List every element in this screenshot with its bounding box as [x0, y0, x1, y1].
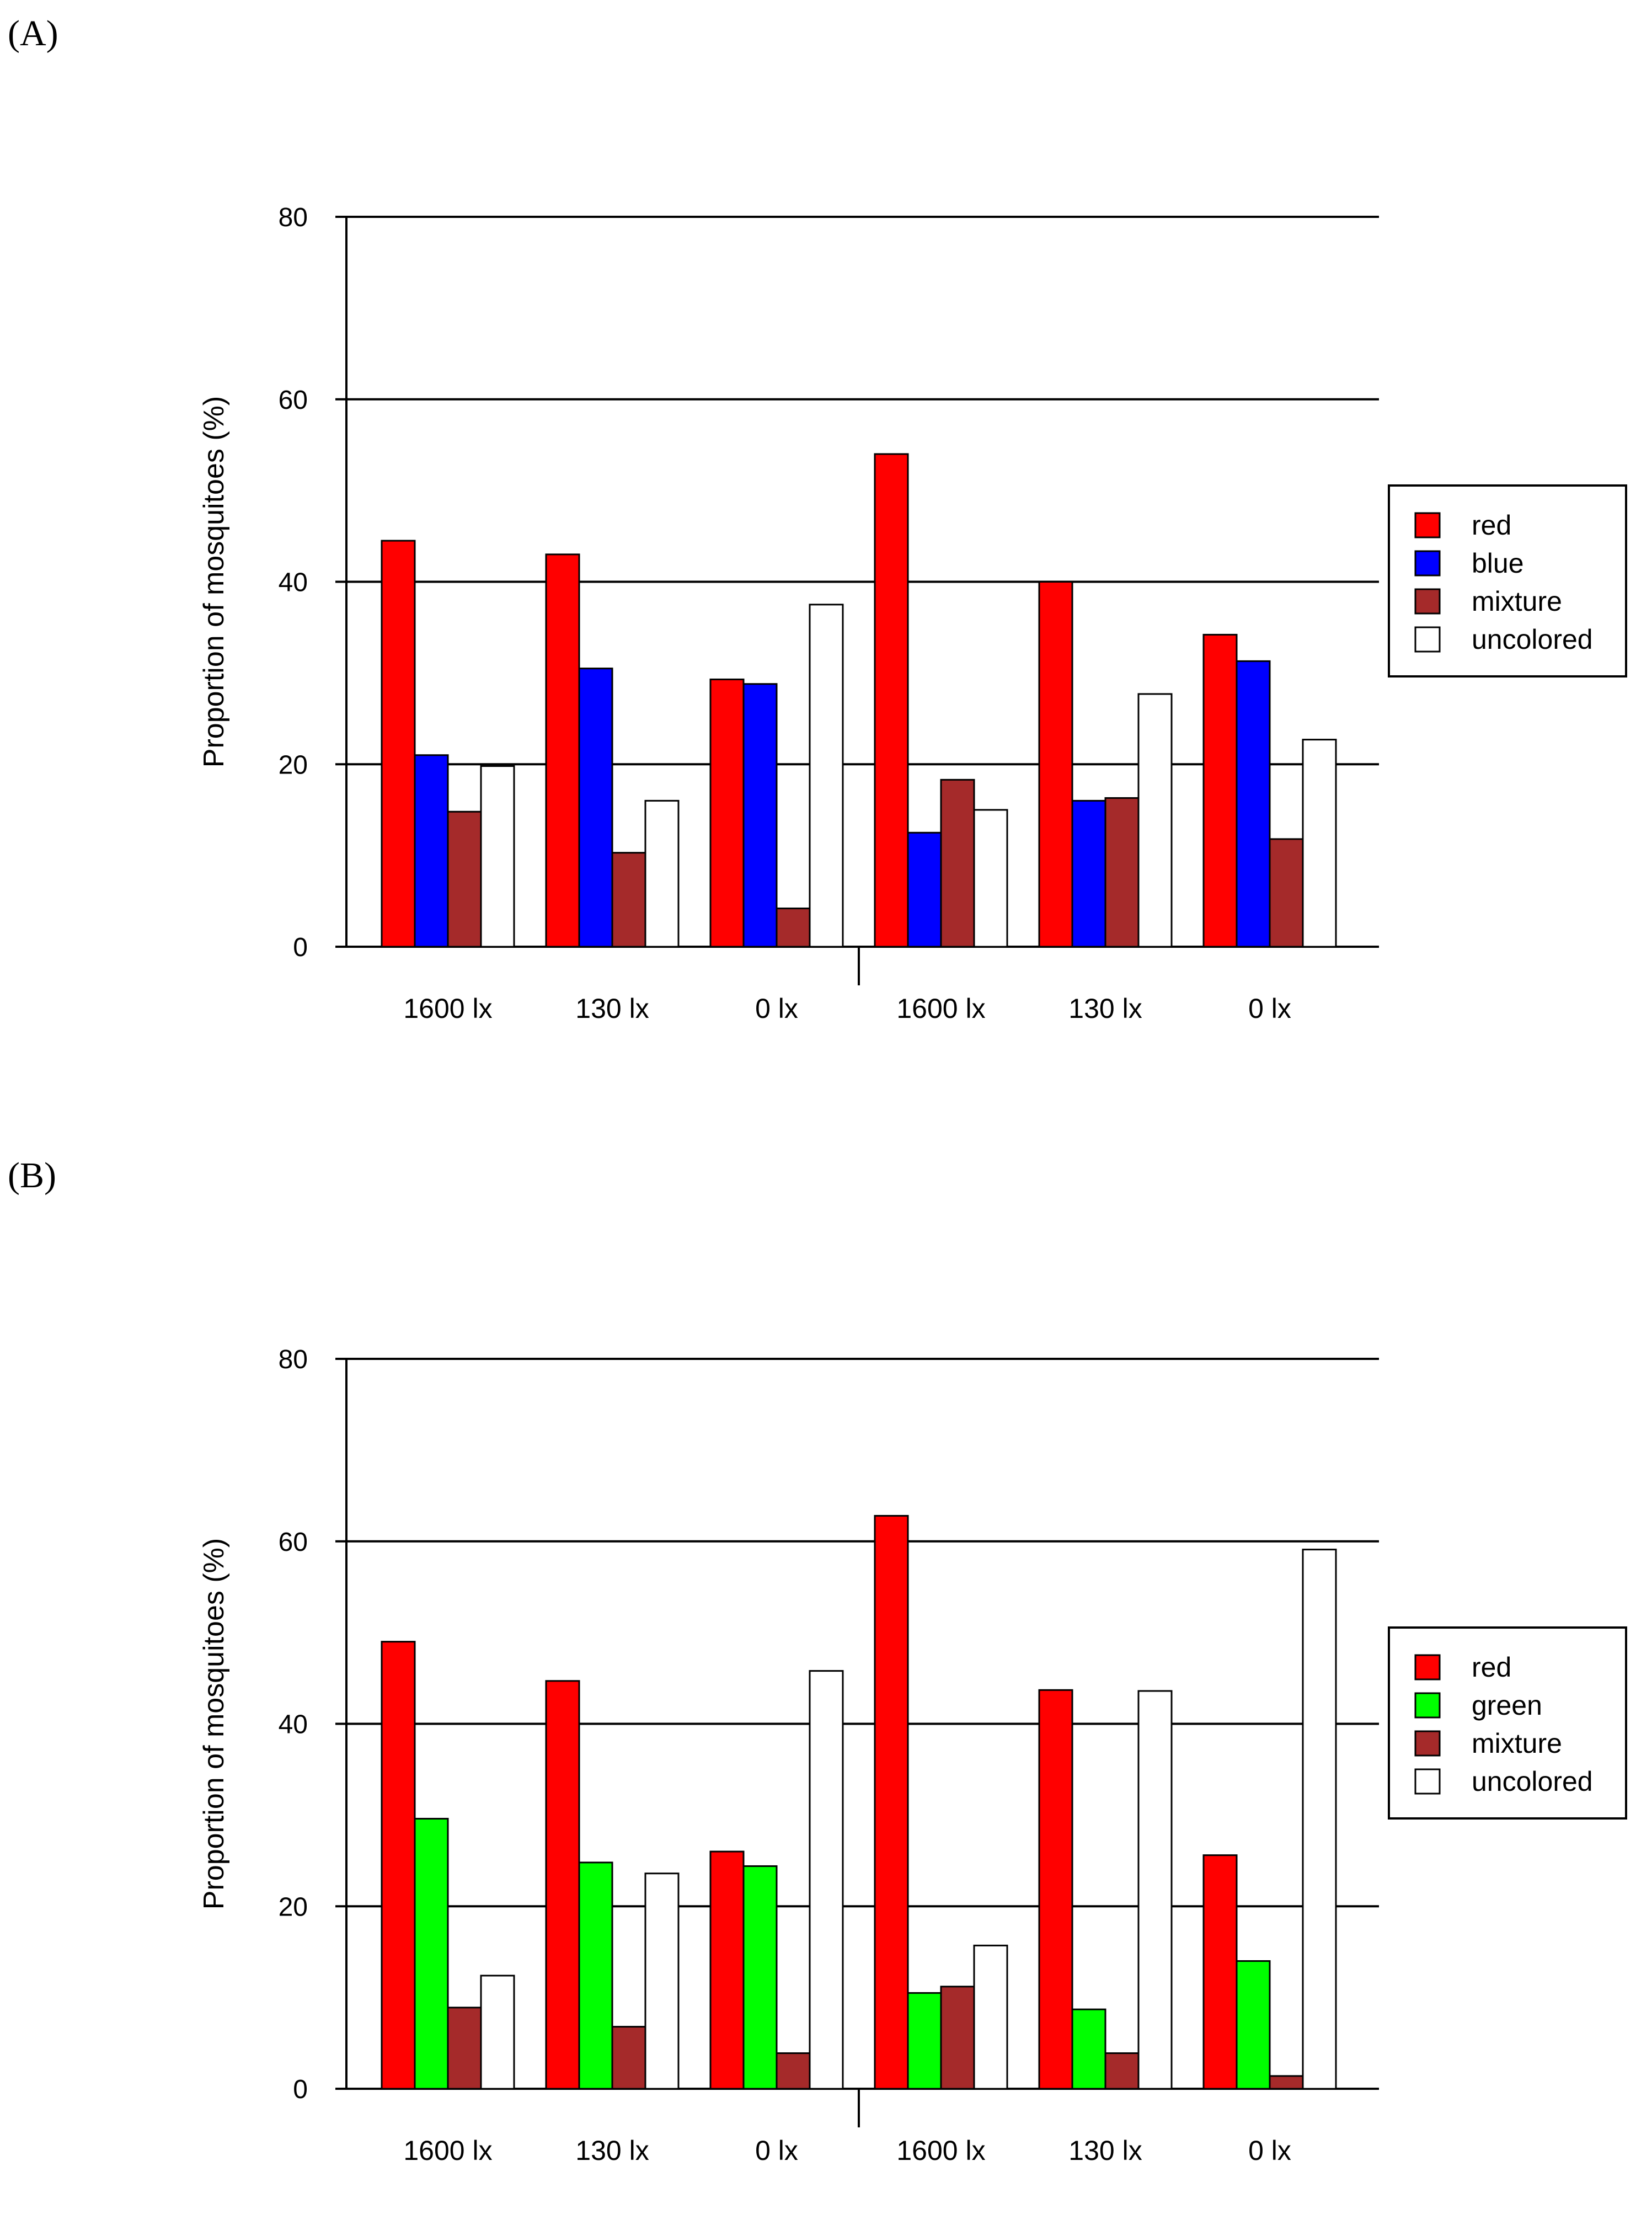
- bar-red: [709, 678, 745, 948]
- legend-swatch-mixture: [1414, 1730, 1441, 1757]
- bar-uncolored: [973, 1944, 1008, 2090]
- bar-red: [381, 540, 416, 948]
- x-category-label: 0 lx: [755, 2135, 798, 2166]
- legend-label-red: red: [1472, 510, 1511, 541]
- x-category-label: 1600 lx: [896, 2135, 985, 2166]
- bar-red: [874, 1514, 909, 2090]
- legend-swatch-green: [1414, 1692, 1441, 1719]
- x-category-label: 0 lx: [755, 993, 798, 1024]
- legend-swatch-blue: [1414, 550, 1441, 577]
- bar-green: [1071, 2008, 1106, 2090]
- legend-swatch-uncolored: [1414, 1768, 1441, 1795]
- x-category-label: 0 lx: [1248, 993, 1291, 1024]
- y-tick-label: 20: [279, 1892, 308, 1922]
- bar-green: [742, 1865, 778, 2090]
- legend-label-uncolored: uncolored: [1472, 624, 1593, 655]
- bar-uncolored: [973, 809, 1008, 948]
- bar-mixture: [447, 810, 482, 948]
- bar-mixture: [611, 852, 646, 948]
- bar-red: [381, 1641, 416, 2090]
- y-tick-label: 20: [279, 750, 308, 780]
- y-tick-label: 60: [279, 1528, 308, 1557]
- x-category-label: 1600 lx: [403, 993, 492, 1024]
- bar-green: [907, 1992, 942, 2090]
- bar-mixture: [1269, 2075, 1304, 2090]
- y-tick-label: 80: [279, 1345, 308, 1374]
- bar-uncolored: [1302, 1549, 1337, 2090]
- bar-uncolored: [644, 1872, 680, 2090]
- panel-label-a: (A): [8, 13, 58, 54]
- bar-chart-a: 0 20 40 60 80 Proportion of mosquitoes (%) 160…: [198, 203, 1627, 1024]
- legend-swatch-red: [1414, 1654, 1441, 1680]
- bar-uncolored: [1137, 693, 1173, 948]
- bar-mixture: [776, 908, 811, 948]
- legend-label-uncolored: uncolored: [1472, 1766, 1593, 1797]
- bar-uncolored: [1137, 1690, 1173, 2090]
- bar-red: [545, 553, 580, 948]
- bar-mixture: [940, 1986, 975, 2090]
- bar-uncolored: [480, 765, 515, 948]
- bar-blue: [742, 683, 778, 948]
- bar-mixture: [1104, 2052, 1140, 2090]
- y-tick-label: 40: [279, 568, 308, 597]
- bar-mixture: [611, 2026, 646, 2090]
- bar-green: [1236, 1960, 1271, 2090]
- bar-red: [874, 453, 909, 948]
- bar-blue: [1071, 799, 1106, 948]
- bar-blue: [907, 831, 942, 948]
- bar-blue: [414, 754, 449, 948]
- y-tick-label: 80: [279, 203, 308, 232]
- bar-red: [1038, 1689, 1073, 2090]
- bar-green: [414, 1817, 449, 2090]
- legend-swatch-mixture: [1414, 588, 1441, 615]
- x-category-label: 130 lx: [575, 993, 649, 1024]
- legend-label-green: green: [1472, 1690, 1542, 1721]
- bar-uncolored: [809, 1670, 844, 2090]
- legend-label-mixture: mixture: [1472, 1728, 1562, 1759]
- y-axis-title: Proportion of mosquitoes (%): [198, 396, 230, 767]
- panel-label-b: (B): [8, 1155, 56, 1196]
- x-category-label: 130 lx: [1068, 2135, 1142, 2166]
- bar-uncolored: [1302, 739, 1337, 948]
- x-category-label: 1600 lx: [896, 993, 985, 1024]
- x-category-label: 0 lx: [1248, 2135, 1291, 2166]
- bar-red: [545, 1680, 580, 2090]
- bar-red: [1202, 1854, 1238, 2090]
- x-category-label: 130 lx: [575, 2135, 649, 2166]
- y-tick-label: 0: [293, 2075, 308, 2104]
- bar-green: [578, 1861, 613, 2090]
- bar-red: [1038, 581, 1073, 948]
- y-tick-label: 0: [293, 933, 308, 962]
- bar-blue: [1236, 660, 1271, 948]
- bar-mixture: [1104, 797, 1140, 948]
- bar-red: [1202, 633, 1238, 948]
- bar-mixture: [447, 2007, 482, 2090]
- bar-uncolored: [809, 604, 844, 948]
- bar-blue: [578, 668, 613, 948]
- bar-mixture: [1269, 838, 1304, 948]
- legend-swatch-red: [1414, 512, 1441, 538]
- bar-red: [709, 1850, 745, 2090]
- x-category-label: 1600 lx: [403, 2135, 492, 2166]
- bar-mixture: [776, 2052, 811, 2090]
- legend-swatch-uncolored: [1414, 626, 1441, 653]
- legend-label-red: red: [1472, 1652, 1511, 1683]
- y-tick-label: 60: [279, 386, 308, 415]
- x-category-label: 130 lx: [1068, 993, 1142, 1024]
- bar-chart-b: 0 20 40 60 80 Proportion of mosquitoes (%) 160…: [198, 1345, 1627, 2166]
- y-tick-label: 40: [279, 1710, 308, 1740]
- legend-label-mixture: mixture: [1472, 586, 1562, 617]
- bar-mixture: [940, 778, 975, 948]
- legend-label-blue: blue: [1472, 548, 1524, 579]
- bar-uncolored: [644, 799, 680, 948]
- bar-uncolored: [480, 1975, 515, 2090]
- y-axis-title: Proportion of mosquitoes (%): [198, 1538, 230, 1909]
